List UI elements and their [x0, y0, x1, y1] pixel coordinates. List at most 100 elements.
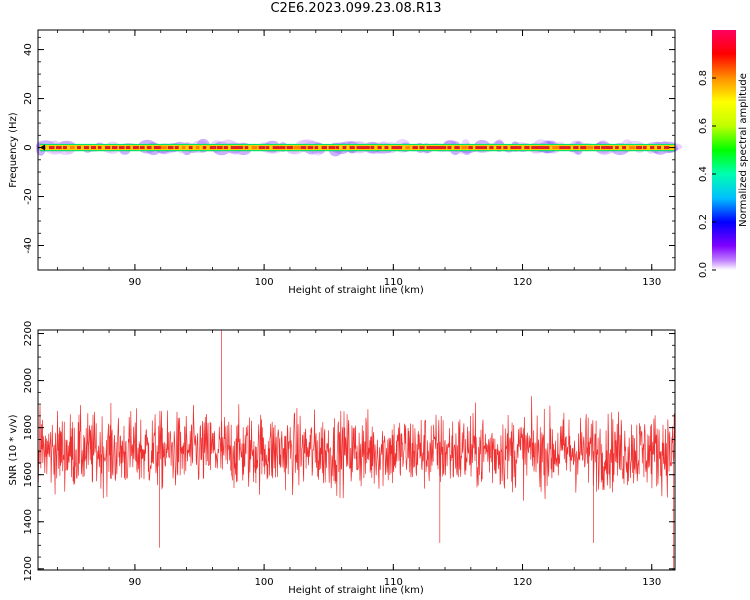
spectrogram-ridge-segment: [412, 146, 418, 150]
spectrogram-ridge-segment: [468, 146, 473, 150]
x-tick-label: 110: [384, 277, 403, 288]
x-tick-label: 130: [642, 277, 661, 288]
spectrogram-ridge-segment: [664, 146, 670, 150]
spectrogram-ridge-segment: [405, 146, 411, 150]
y-tick-label: 1400: [23, 509, 34, 534]
spectrogram-ridge-segment: [293, 146, 301, 150]
spectrogram-ridge-segment: [244, 146, 249, 150]
spectrogram-ridge-segment: [251, 146, 258, 150]
spectrogram-ridge-segment: [419, 146, 425, 150]
spectrogram-ridge-segment: [314, 146, 319, 150]
colorbar-tick-label: 0.6: [698, 118, 709, 134]
spectrogram-ridge-segment: [90, 146, 97, 150]
snr-panel: 90 100 110 120 130 120014001600180020002200 …: [8, 321, 676, 596]
x-tick-label: 90: [129, 277, 142, 288]
spectrogram-ridge-segment: [594, 146, 601, 150]
spectrogram-ridge-segment: [475, 146, 483, 150]
spectrogram-ridge-segment: [440, 146, 447, 150]
y-tick-label: 1200: [23, 556, 34, 581]
y-tick-label: 2000: [23, 368, 34, 393]
chart-title: C2E6.2023.099.23.08.R13: [270, 1, 442, 16]
spectrogram-ridge-segment: [195, 146, 200, 150]
spectrogram-ridge-segment: [279, 146, 286, 150]
x-tick-label: 120: [513, 277, 532, 288]
snr-x-label: Height of straight line (km): [288, 585, 424, 596]
x-tick-label: 130: [642, 577, 661, 588]
spectrogram-ridge-segment: [650, 146, 655, 150]
spectrogram-ridge-segment: [202, 146, 207, 150]
spectrogram-ridge-segment: [132, 146, 139, 150]
x-tick-label: 110: [384, 577, 403, 588]
spectrogram-ridge-segment: [643, 146, 647, 150]
y-tick-label: 1600: [23, 462, 34, 487]
spectrogram-ridge-segment: [83, 146, 90, 150]
spectrogram-ridge-segment: [524, 146, 530, 150]
spectrogram-ridge-segment: [139, 146, 145, 150]
spectrogram-ridge-segment: [146, 146, 152, 150]
spectrogram-ridge-segment: [307, 146, 314, 150]
spectrogram-ridge-segment: [608, 146, 613, 150]
spectrogram-ridge-segment: [622, 146, 627, 150]
x-tick-label: 90: [129, 577, 142, 588]
spectrogram-ridge-segment: [321, 146, 328, 150]
spectrogram-ridge-segment: [300, 146, 307, 150]
x-tick-label: 100: [255, 577, 274, 588]
spectrogram-ridge-segment: [538, 146, 546, 150]
spectrogram-ridge-segment: [216, 146, 223, 150]
snr-x-ticks: 90 100 110 120 130: [56, 330, 661, 588]
spectrogram-ridge-segment: [573, 146, 579, 150]
spectrogram-ridge-segment: [503, 146, 508, 150]
spectrogram-ridge-segment: [258, 146, 266, 150]
snr-y-label: SNR (10 * v/v): [8, 414, 19, 485]
spectrogram-panel: 90 100 110 120 130 -40 -20 0 20 40 Height of str…: [8, 29, 683, 296]
colorbar-ticks: 0.0 0.2 0.4 0.6 0.8: [698, 70, 716, 278]
spectrogram-ridge-segment: [447, 146, 452, 150]
spectrogram-ridge-segment: [587, 146, 594, 150]
snr-y-ticks: 1200 1400 1600 1800 2000 2200: [23, 321, 675, 582]
spectrogram-ridge-segment: [377, 146, 382, 150]
spectrogram-ridge-segment: [342, 146, 347, 150]
spectrogram-ridge-segment: [265, 146, 270, 150]
colorbar: 0.0 0.2 0.4 0.6 0.8 Normalized spectral ampl…: [698, 30, 749, 278]
spectrogram-ridge-segment: [566, 146, 571, 150]
spectrogram-ridge-segment: [349, 146, 355, 150]
spectrogram-ridge-segment: [615, 146, 619, 150]
spectrogram-ridge-segment: [496, 146, 502, 150]
spectrogram-ridge-segment: [601, 146, 609, 150]
spectrogram-ridge-segment: [636, 146, 643, 150]
spectrogram-x-ticks: 90 100 110 120 130: [56, 30, 661, 288]
spectrogram-y-label: Frequency (Hz): [8, 112, 19, 188]
colorbar-tick-label: 0.4: [698, 166, 709, 182]
spectrogram-ridge-segment: [272, 146, 280, 150]
y-tick-label: -20: [23, 188, 34, 204]
spectrogram-ridge-segment: [230, 146, 238, 150]
colorbar-tick-label: 0.2: [698, 214, 709, 230]
spectrogram-ridge-segment: [181, 146, 186, 150]
spectrogram-ridge-segment: [111, 146, 118, 150]
spectrogram-ridge-segment: [517, 146, 522, 150]
spectrogram-ridge-segment: [580, 146, 587, 150]
y-tick-label: 0: [23, 144, 34, 150]
spectrogram-ridge-segment: [209, 146, 217, 150]
spectrogram-ridge-segment: [461, 146, 468, 150]
spectrogram-ridge-segment: [391, 146, 399, 150]
y-tick-label: 40: [23, 43, 34, 56]
snr-frame: [37, 329, 676, 571]
spectrogram-ridge-segment: [125, 146, 131, 150]
spectrogram-ridge: [40, 144, 670, 151]
spectrogram-ridge-segment: [370, 146, 375, 150]
spectrogram-ridge-segment: [531, 146, 539, 150]
spectrogram-ridge-segment: [237, 146, 244, 150]
spectrogram-ridge-segment: [62, 146, 67, 150]
spectrogram-ridge-segment: [426, 146, 434, 150]
spectrogram-ridge-segment: [188, 146, 193, 150]
spectrogram-ridge-segment: [510, 146, 518, 150]
spectrogram-ridge-segment: [223, 146, 228, 150]
spectrogram-ridge-segment: [69, 146, 75, 150]
y-tick-label: 20: [23, 92, 34, 105]
spectrogram-ridge-segment: [97, 146, 102, 150]
x-tick-label: 100: [255, 277, 274, 288]
spectrogram-ridge-segment: [482, 146, 488, 150]
spectrogram-y-ticks: -40 -20 0 20 40: [23, 36, 675, 271]
